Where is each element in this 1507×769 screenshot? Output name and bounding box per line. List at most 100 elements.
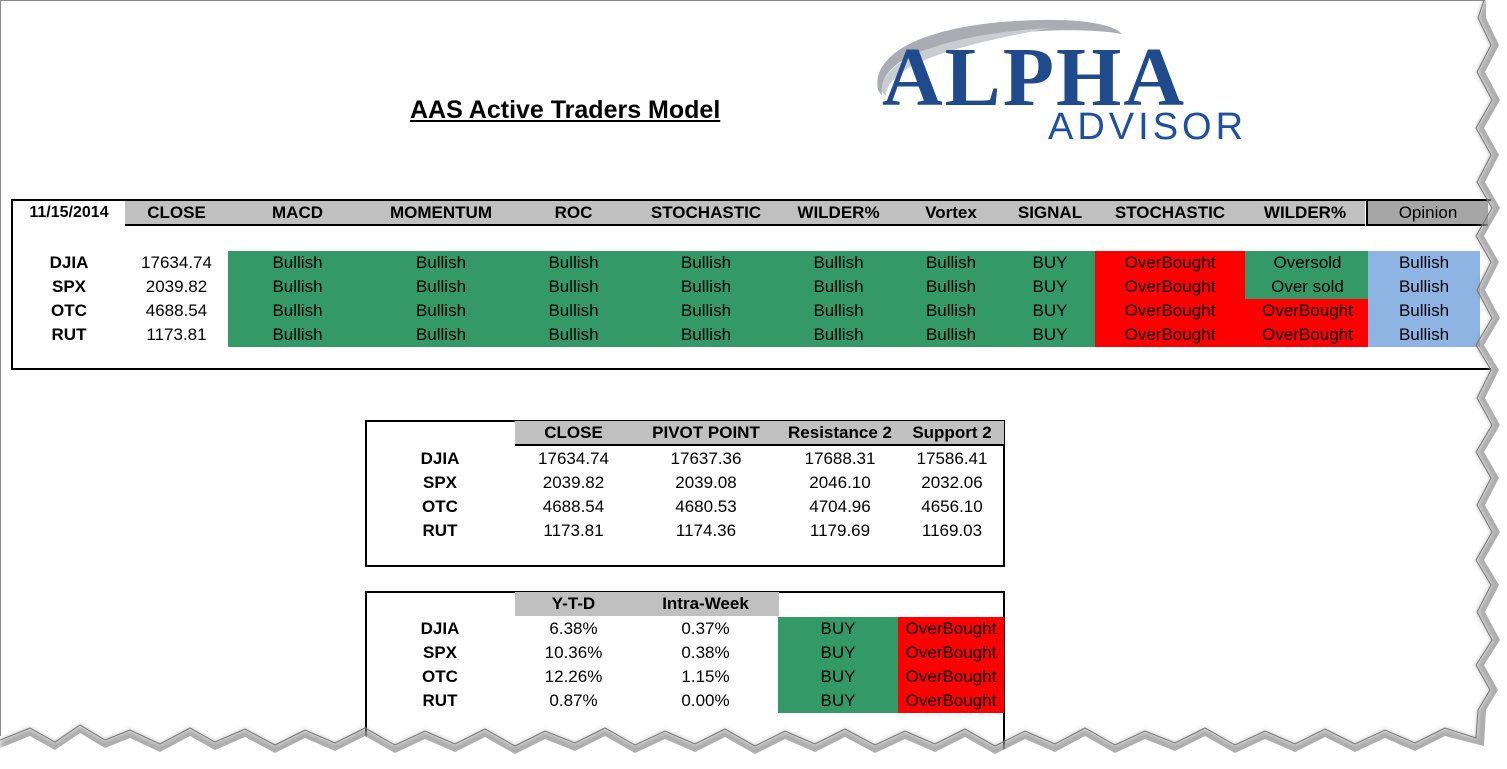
pivot-cell-pivot: 1174.36 [675,521,737,540]
model-cell-close: 4688.54 [145,301,208,320]
model-header-wilder-status: WILDER% [1263,203,1347,222]
model-cell-close: 2039.82 [145,277,208,296]
model-cell-wilder-status: OverBought [1245,323,1370,347]
model-header-momentum: MOMENTUM [390,203,492,222]
model-cell-opinion: Bullish [1368,299,1480,323]
performance-header-ytd: Y-T-D [515,592,632,616]
logo-sub-text: ADVISOR [1048,106,1248,148]
performance-cell-ytd: 10.36% [544,643,603,662]
model-cell-vortex: Bullish [925,325,977,344]
model-cell-wilder-status: Oversold [1245,251,1370,275]
model-cell-momentum: Bullish [415,253,467,272]
pivot-cell-support: 4656.10 [921,497,983,516]
performance-cell-ytd: 6.38% [549,619,598,638]
report-title: AAS Active Traders Model [410,96,721,124]
model-cell-signal: BUY [1032,253,1068,272]
performance-row-symbol: SPX [422,643,458,662]
pivot-cell-resistance: 2046.10 [809,473,871,492]
model-cell-stochastic-status: OverBought [1095,251,1245,275]
model-cell-wilder: Bullish [813,253,864,272]
model-header-macd: MACD [272,203,323,222]
pivot-cell-pivot: 4680.53 [675,497,737,516]
pivot-cell-pivot: 17637.36 [670,449,742,468]
pivot-cell-close: 4688.54 [542,497,605,516]
model-cell-stochastic: Bullish [680,301,732,320]
model-cell-opinion: Bullish [1368,275,1480,299]
model-cell-close: 1173.81 [146,325,207,344]
model-cell-stochastic-status: OverBought [1095,275,1245,299]
model-row-symbol: RUT [51,325,87,344]
pivot-cell-support: 17586.41 [916,449,988,468]
performance-cell-week: 1.15% [681,667,730,686]
model-cell-wilder-status: OverBought [1245,299,1370,323]
model-cell-opinion: Bullish [1368,323,1480,347]
model-cell-wilder: Bullish [813,325,864,344]
model-cell-stochastic-status: OverBought [1095,299,1245,323]
pivot-cell-support: 2032.06 [921,473,983,492]
model-cell-wilder: Bullish [813,277,864,296]
pivot-row-symbol: DJIA [420,449,460,468]
performance-cell-status: OverBought [898,617,1004,641]
model-cell-macd: Bullish [272,253,323,272]
model-header-wilder: WILDER% [797,203,880,222]
performance-cell-status: OverBought [898,641,1004,665]
model-header-vortex: Vortex [925,203,977,222]
model-cell-stochastic: Bullish [680,253,732,272]
pivot-row-symbol: OTC [422,497,458,516]
model-cell-wilder: Bullish [813,301,864,320]
model-cell-macd: Bullish [272,325,323,344]
pivot-header-support: Support 2 [912,423,992,442]
pivot-cell-resistance: 1179.69 [809,521,871,540]
model-cell-stochastic: Bullish [680,277,732,296]
performance-row-symbol: DJIA [420,619,460,638]
model-cell-roc: Bullish [548,325,599,344]
pivot-cell-support: 1169.03 [921,521,983,540]
model-cell-vortex: Bullish [925,277,977,296]
performance-cell-week: 0.38% [681,643,730,662]
pivot-row-symbol: RUT [422,521,458,540]
performance-cell-ytd: 12.26% [544,667,603,686]
model-cell-close: 17634.74 [141,253,212,272]
pivot-cell-close: 2039.82 [542,473,605,492]
model-header-opinion: Opinion [1366,201,1488,226]
model-cell-opinion: Bullish [1368,251,1480,275]
model-cell-roc: Bullish [548,253,599,272]
model-row-symbol: OTC [51,301,87,320]
model-cell-stochastic-status: OverBought [1095,323,1245,347]
performance-cell-signal: BUY [820,667,856,686]
performance-cell-ytd: 0.87% [549,691,598,710]
pivot-cell-resistance: 4704.96 [809,497,871,516]
pivot-cell-close: 1173.81 [543,521,604,540]
model-row-symbol: SPX [51,277,87,296]
pivot-cell-close: 17634.74 [538,449,609,468]
model-header-roc: ROC [554,203,593,222]
model-cell-roc: Bullish [548,277,599,296]
model-cell-momentum: Bullish [415,301,467,320]
model-cell-vortex: Bullish [925,301,977,320]
performance-cell-week: 0.00% [681,691,730,710]
model-cell-vortex: Bullish [925,253,977,272]
model-header-stochastic: STOCHASTIC [650,203,762,222]
model-cell-macd: Bullish [272,277,323,296]
pivot-cell-resistance: 17688.31 [804,449,876,468]
alpha-advisor-logo: ALPHA ADVISOR [860,12,1300,152]
model-cell-signal: BUY [1032,277,1068,296]
performance-cell-week: 0.37% [681,619,730,638]
pivot-row-symbol: SPX [422,473,458,492]
model-cell-momentum: Bullish [415,325,467,344]
pivot-header-resistance: Resistance 2 [788,423,892,442]
performance-cell-signal: BUY [820,643,856,662]
performance-header-intra-week: Intra-Week [632,592,779,616]
performance-cell-status: OverBought [898,689,1004,713]
model-cell-signal: BUY [1032,301,1068,320]
model-header-close: CLOSE [147,203,206,222]
pivot-cell-pivot: 2039.08 [675,473,737,492]
performance-row-symbol: OTC [422,667,458,686]
performance-row-symbol: RUT [422,691,458,710]
pivot-header-close: CLOSE [544,423,603,442]
model-cell-stochastic: Bullish [680,325,732,344]
model-cell-macd: Bullish [272,301,323,320]
model-row-symbol: DJIA [49,253,89,272]
performance-cell-status: OverBought [898,665,1004,689]
performance-cell-signal: BUY [820,691,856,710]
